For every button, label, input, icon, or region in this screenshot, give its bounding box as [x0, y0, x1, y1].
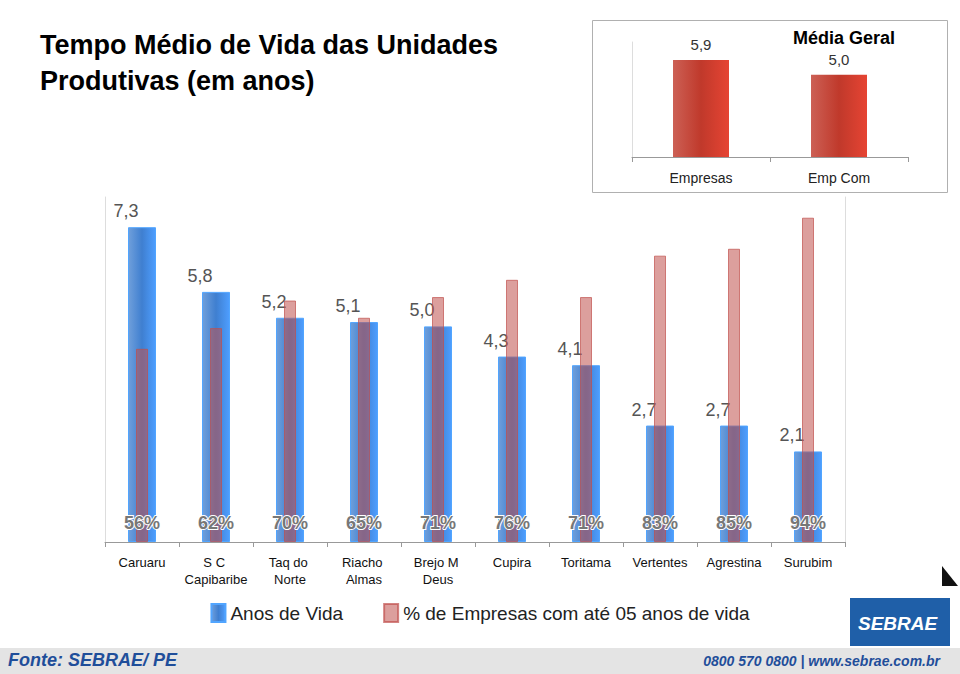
svg-text:Taq do: Taq do — [269, 555, 312, 570]
svg-text:Média Geral: Média Geral — [793, 28, 895, 48]
svg-text:76%: 76% — [494, 513, 530, 533]
svg-text:83%: 83% — [642, 513, 678, 533]
svg-text:Emp Com: Emp Com — [808, 170, 870, 186]
svg-text:71%: 71% — [568, 513, 604, 533]
svg-text:5,8: 5,8 — [187, 266, 212, 286]
svg-text:2,1: 2,1 — [779, 425, 804, 445]
svg-text:62%: 62% — [198, 513, 234, 533]
svg-text:2,7: 2,7 — [705, 400, 730, 420]
svg-text:7,3: 7,3 — [113, 201, 138, 221]
svg-text:65%: 65% — [346, 513, 382, 533]
svg-text:Surubim: Surubim — [784, 555, 832, 570]
svg-text:4,3: 4,3 — [483, 331, 508, 351]
svg-text:Empresas: Empresas — [669, 170, 732, 186]
svg-text:56%: 56% — [124, 513, 160, 533]
svg-text:Vertentes: Vertentes — [633, 555, 688, 570]
svg-text:SEBRAE: SEBRAE — [858, 613, 939, 634]
svg-text:Riacho: Riacho — [342, 555, 386, 570]
svg-text:Anos de Vida: Anos de Vida — [230, 603, 343, 624]
svg-text:4,1: 4,1 — [557, 339, 582, 359]
svg-text:Tempo Médio de Vida das Unidad: Tempo Médio de Vida das Unidades — [40, 30, 506, 60]
svg-text:0800 570 0800 | www.sebrae.com: 0800 570 0800 | www.sebrae.com.br — [703, 653, 941, 669]
svg-text:Brejo M: Brejo M — [414, 555, 462, 570]
svg-text:5,0: 5,0 — [829, 51, 850, 68]
svg-text:94%: 94% — [790, 513, 826, 533]
svg-text:5,9: 5,9 — [691, 36, 712, 53]
svg-text:Produtivas (em anos): Produtivas (em anos) — [40, 66, 315, 96]
svg-text:2,7: 2,7 — [631, 400, 656, 420]
svg-text:Almas: Almas — [346, 572, 383, 587]
svg-text:% de Empresas com até 05 anos: % de Empresas com até 05 anos de vida — [403, 603, 750, 624]
svg-text:S C: S C — [203, 555, 228, 570]
svg-text:5,2: 5,2 — [261, 292, 286, 312]
svg-text:Cupira: Cupira — [493, 555, 532, 570]
svg-text:71%: 71% — [420, 513, 456, 533]
svg-text:70%: 70% — [272, 513, 308, 533]
svg-text:Toritama: Toritama — [561, 555, 612, 570]
svg-text:5,0: 5,0 — [409, 300, 434, 320]
svg-text:Capibaribe: Capibaribe — [185, 572, 248, 587]
svg-text:85%: 85% — [716, 513, 752, 533]
svg-text:Caruaru: Caruaru — [119, 555, 166, 570]
svg-text:Agrestina: Agrestina — [707, 555, 763, 570]
svg-text:Deus: Deus — [423, 572, 454, 587]
svg-text:Fonte: SEBRAE/ PE: Fonte: SEBRAE/ PE — [8, 650, 178, 670]
svg-text:5,1: 5,1 — [335, 296, 360, 316]
svg-text:Norte: Norte — [274, 572, 306, 587]
